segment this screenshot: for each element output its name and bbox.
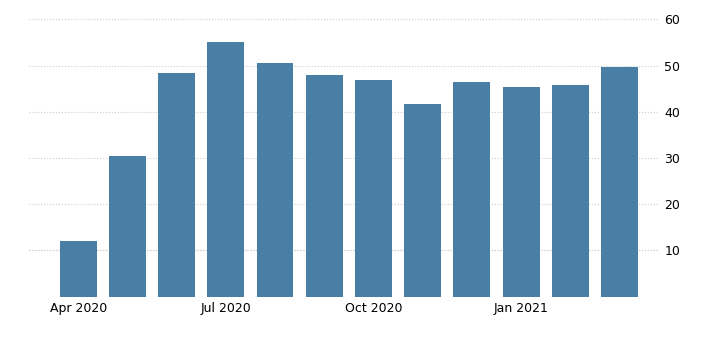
Bar [552, 85, 589, 297]
Bar [158, 73, 195, 297]
Bar [404, 104, 441, 297]
Bar [207, 41, 244, 297]
Bar [502, 87, 539, 297]
Bar [355, 80, 392, 297]
Bar [109, 156, 146, 297]
Bar [453, 82, 490, 297]
Bar [601, 67, 638, 297]
Bar [306, 75, 342, 297]
Bar [256, 63, 293, 297]
Bar [59, 241, 96, 297]
